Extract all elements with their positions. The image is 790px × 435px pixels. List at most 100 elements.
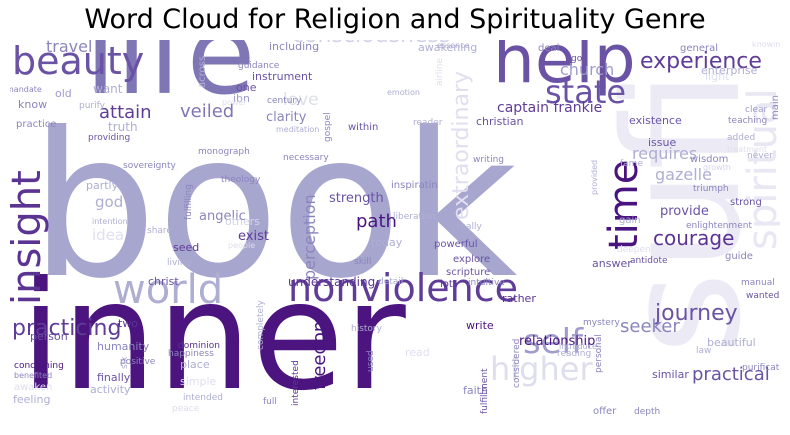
word-monograph: monograph (198, 147, 250, 157)
word-love: love (283, 90, 319, 110)
word-essence: essence (437, 41, 470, 50)
word-growth: growth (703, 163, 731, 172)
word-existence: existence (629, 114, 682, 127)
word-spiritual: spiritual (740, 88, 780, 250)
word-path: path (356, 211, 397, 232)
word-guidance: guidance (238, 61, 280, 71)
word-including: including (269, 40, 319, 53)
word-scripture: scripture (446, 267, 490, 278)
word-really: really (457, 222, 483, 232)
word-issue: issue (648, 136, 676, 149)
word-place: place (180, 358, 210, 371)
word-state: state (545, 73, 626, 111)
word-reading: reading (557, 349, 591, 359)
word-relationship: relationship (519, 334, 595, 349)
word-one: one (236, 81, 257, 94)
word-write: write (466, 319, 494, 332)
word-captain-frankie: captain frankie (497, 100, 602, 116)
word-higher: higher (490, 350, 593, 388)
word-help: help (493, 40, 636, 98)
word-completely: completely (256, 299, 266, 350)
word-veiled: veiled (180, 101, 234, 122)
word-meditation: meditation (276, 125, 319, 134)
word-used: used (366, 350, 376, 372)
word-truth: truth (108, 120, 138, 134)
word-mystery: mystery (583, 318, 621, 328)
word-depth: depth (634, 407, 660, 417)
word-across: across (197, 56, 208, 88)
word-history: history (351, 324, 383, 334)
word-strength: strength (329, 191, 384, 206)
word-awakening: awakening (418, 41, 477, 54)
word-travel: travel (46, 40, 92, 56)
word-requires: requires (632, 144, 697, 163)
word-personal: personal (594, 334, 604, 373)
word-faith: faith (463, 384, 488, 397)
word-strong: strong (730, 197, 762, 208)
word-theology: theology (221, 175, 261, 185)
word-reader: reader (413, 118, 443, 128)
word-ibn: ibn (233, 92, 250, 105)
word-fame: fame (620, 159, 643, 169)
word-feeling: feeling (13, 393, 50, 406)
word-know: know (18, 98, 47, 111)
word-share: share (147, 226, 172, 236)
chart-title: Word Cloud for Religion and Spirituality… (84, 4, 706, 35)
word-century: century (267, 96, 302, 106)
word-provided: provided (590, 160, 599, 195)
word-considered: considered (512, 339, 522, 388)
word-happiness: happiness (168, 349, 214, 359)
word-book: book (30, 90, 518, 323)
word-law: law (696, 346, 711, 356)
word-antidote: antidote (630, 256, 668, 266)
word-lot: lot (440, 279, 453, 290)
word-god: god (95, 193, 123, 211)
word-inspiratin: inspiratin (391, 180, 438, 191)
word-provide: provide (660, 204, 709, 219)
word-practice: practice (16, 119, 56, 130)
word-understanding: understanding (288, 275, 375, 289)
word-sufi: sufi (589, 69, 776, 355)
word-intended: intended (183, 393, 223, 403)
word-rather: rather (502, 292, 536, 305)
word-deal: deal (538, 43, 559, 54)
word-humanity: humanity (97, 340, 150, 353)
word-old: old (55, 87, 72, 100)
word-main: main (770, 95, 780, 120)
word-finally: finally (97, 371, 131, 384)
word-similar: similar (652, 368, 689, 381)
word-fulfilling: fulfilling (184, 184, 194, 220)
word-triumph: triumph (693, 184, 729, 194)
word-idea: idea (92, 226, 124, 244)
word-church: church (560, 60, 614, 79)
word-consciousness: consciousness (292, 40, 450, 48)
word-people: people (228, 241, 255, 250)
word-never: never (747, 151, 773, 161)
word-manual: manual (741, 278, 775, 288)
word-exist: exist (238, 229, 269, 244)
word-angelic: angelic (199, 209, 246, 224)
word-deepen: deepen (617, 245, 651, 255)
word-freedom: freedom (309, 315, 330, 390)
word-purification: purification (742, 363, 780, 373)
word-activity: activity (90, 383, 131, 396)
word-gospel: gospel (323, 112, 333, 142)
word-today: today (371, 236, 403, 249)
word-awaken: awaken (14, 382, 52, 393)
word-want: want (93, 82, 123, 96)
word-sovereignty: sovereignty (123, 161, 177, 171)
word-living: living (167, 258, 191, 268)
word-benefited: benefited (14, 371, 52, 380)
word-insight: insight (10, 170, 50, 305)
word-introduces: introduces (559, 342, 601, 351)
word-others: others (225, 215, 260, 228)
word-answer: answer (592, 257, 632, 270)
word-wanted: wanted (746, 291, 779, 301)
word-writing: writing (473, 155, 504, 165)
word-within: within (348, 122, 378, 133)
word-simple: simple (180, 375, 217, 388)
word-enlightenment: enlightenment (686, 221, 752, 231)
word-intention: intention (92, 217, 128, 226)
word-self: self (523, 322, 584, 362)
word-cloud-area: book inner life sufi help nonviolence world bea… (10, 40, 780, 425)
